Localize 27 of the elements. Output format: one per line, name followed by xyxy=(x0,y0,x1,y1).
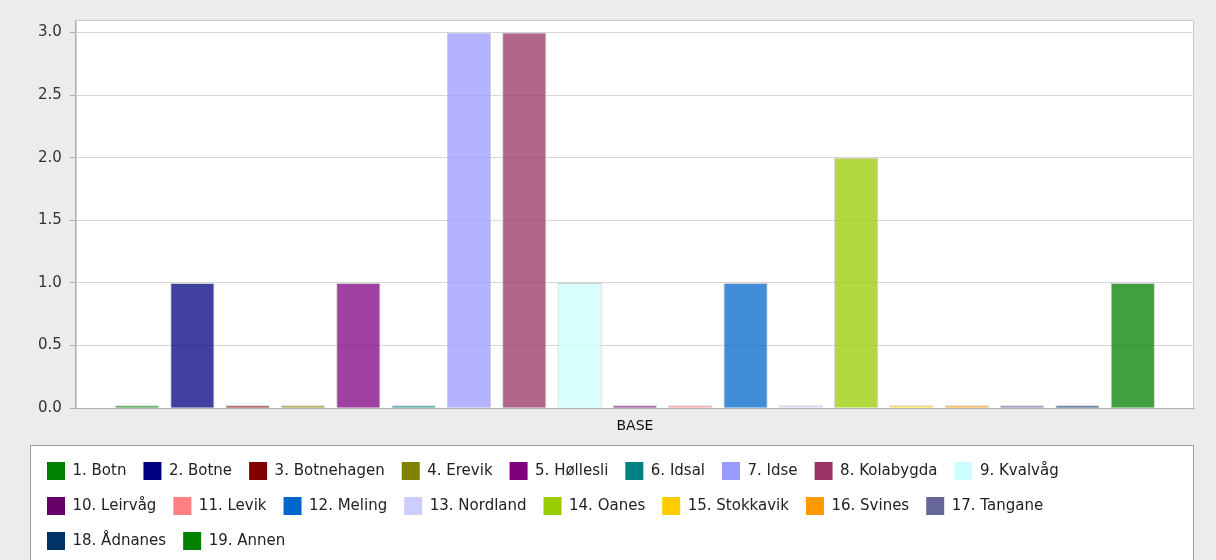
x-tick-label: BASE xyxy=(616,417,654,434)
legend-label: 2. Botne xyxy=(168,460,233,479)
legend-label: 19. Annen xyxy=(208,530,286,549)
legend-label: 12. Meling xyxy=(309,495,388,514)
legend-label: 11. Levik xyxy=(198,495,267,514)
legend-label: 14. Oanes xyxy=(569,495,646,514)
y-tick-label: 2.0 xyxy=(38,147,62,166)
legend-label: 18. Ådnanes xyxy=(72,529,167,549)
legend-label: 1. Botn xyxy=(72,460,127,479)
legend-label: 4. Erevik xyxy=(427,460,493,479)
legend-label: 5. Høllesli xyxy=(535,460,609,479)
y-tick-label: 0.5 xyxy=(38,335,62,354)
y-tick-label: 1.0 xyxy=(38,272,62,291)
legend-label: 3. Botnehagen xyxy=(274,460,385,479)
legend-label: 10. Leirvåg xyxy=(72,495,157,514)
legend-label: 8. Kolabygda xyxy=(840,460,938,479)
y-tick-label: 0.0 xyxy=(38,398,62,417)
legend-label: 6. Idsal xyxy=(650,460,706,479)
y-tick-label: 1.5 xyxy=(38,210,62,229)
y-tick-label: 2.5 xyxy=(38,85,62,104)
legend-label: 17. Tangane xyxy=(951,495,1044,514)
legend-label: 15. Stokkavik xyxy=(687,495,790,514)
y-tick-label: 3.0 xyxy=(38,22,62,41)
legend-label: 9. Kvalvåg xyxy=(979,460,1059,479)
legend-label: 13. Nordland xyxy=(429,495,527,514)
legend-label: 7. Idse xyxy=(747,460,798,479)
legend-label: 16. Svines xyxy=(831,495,910,514)
